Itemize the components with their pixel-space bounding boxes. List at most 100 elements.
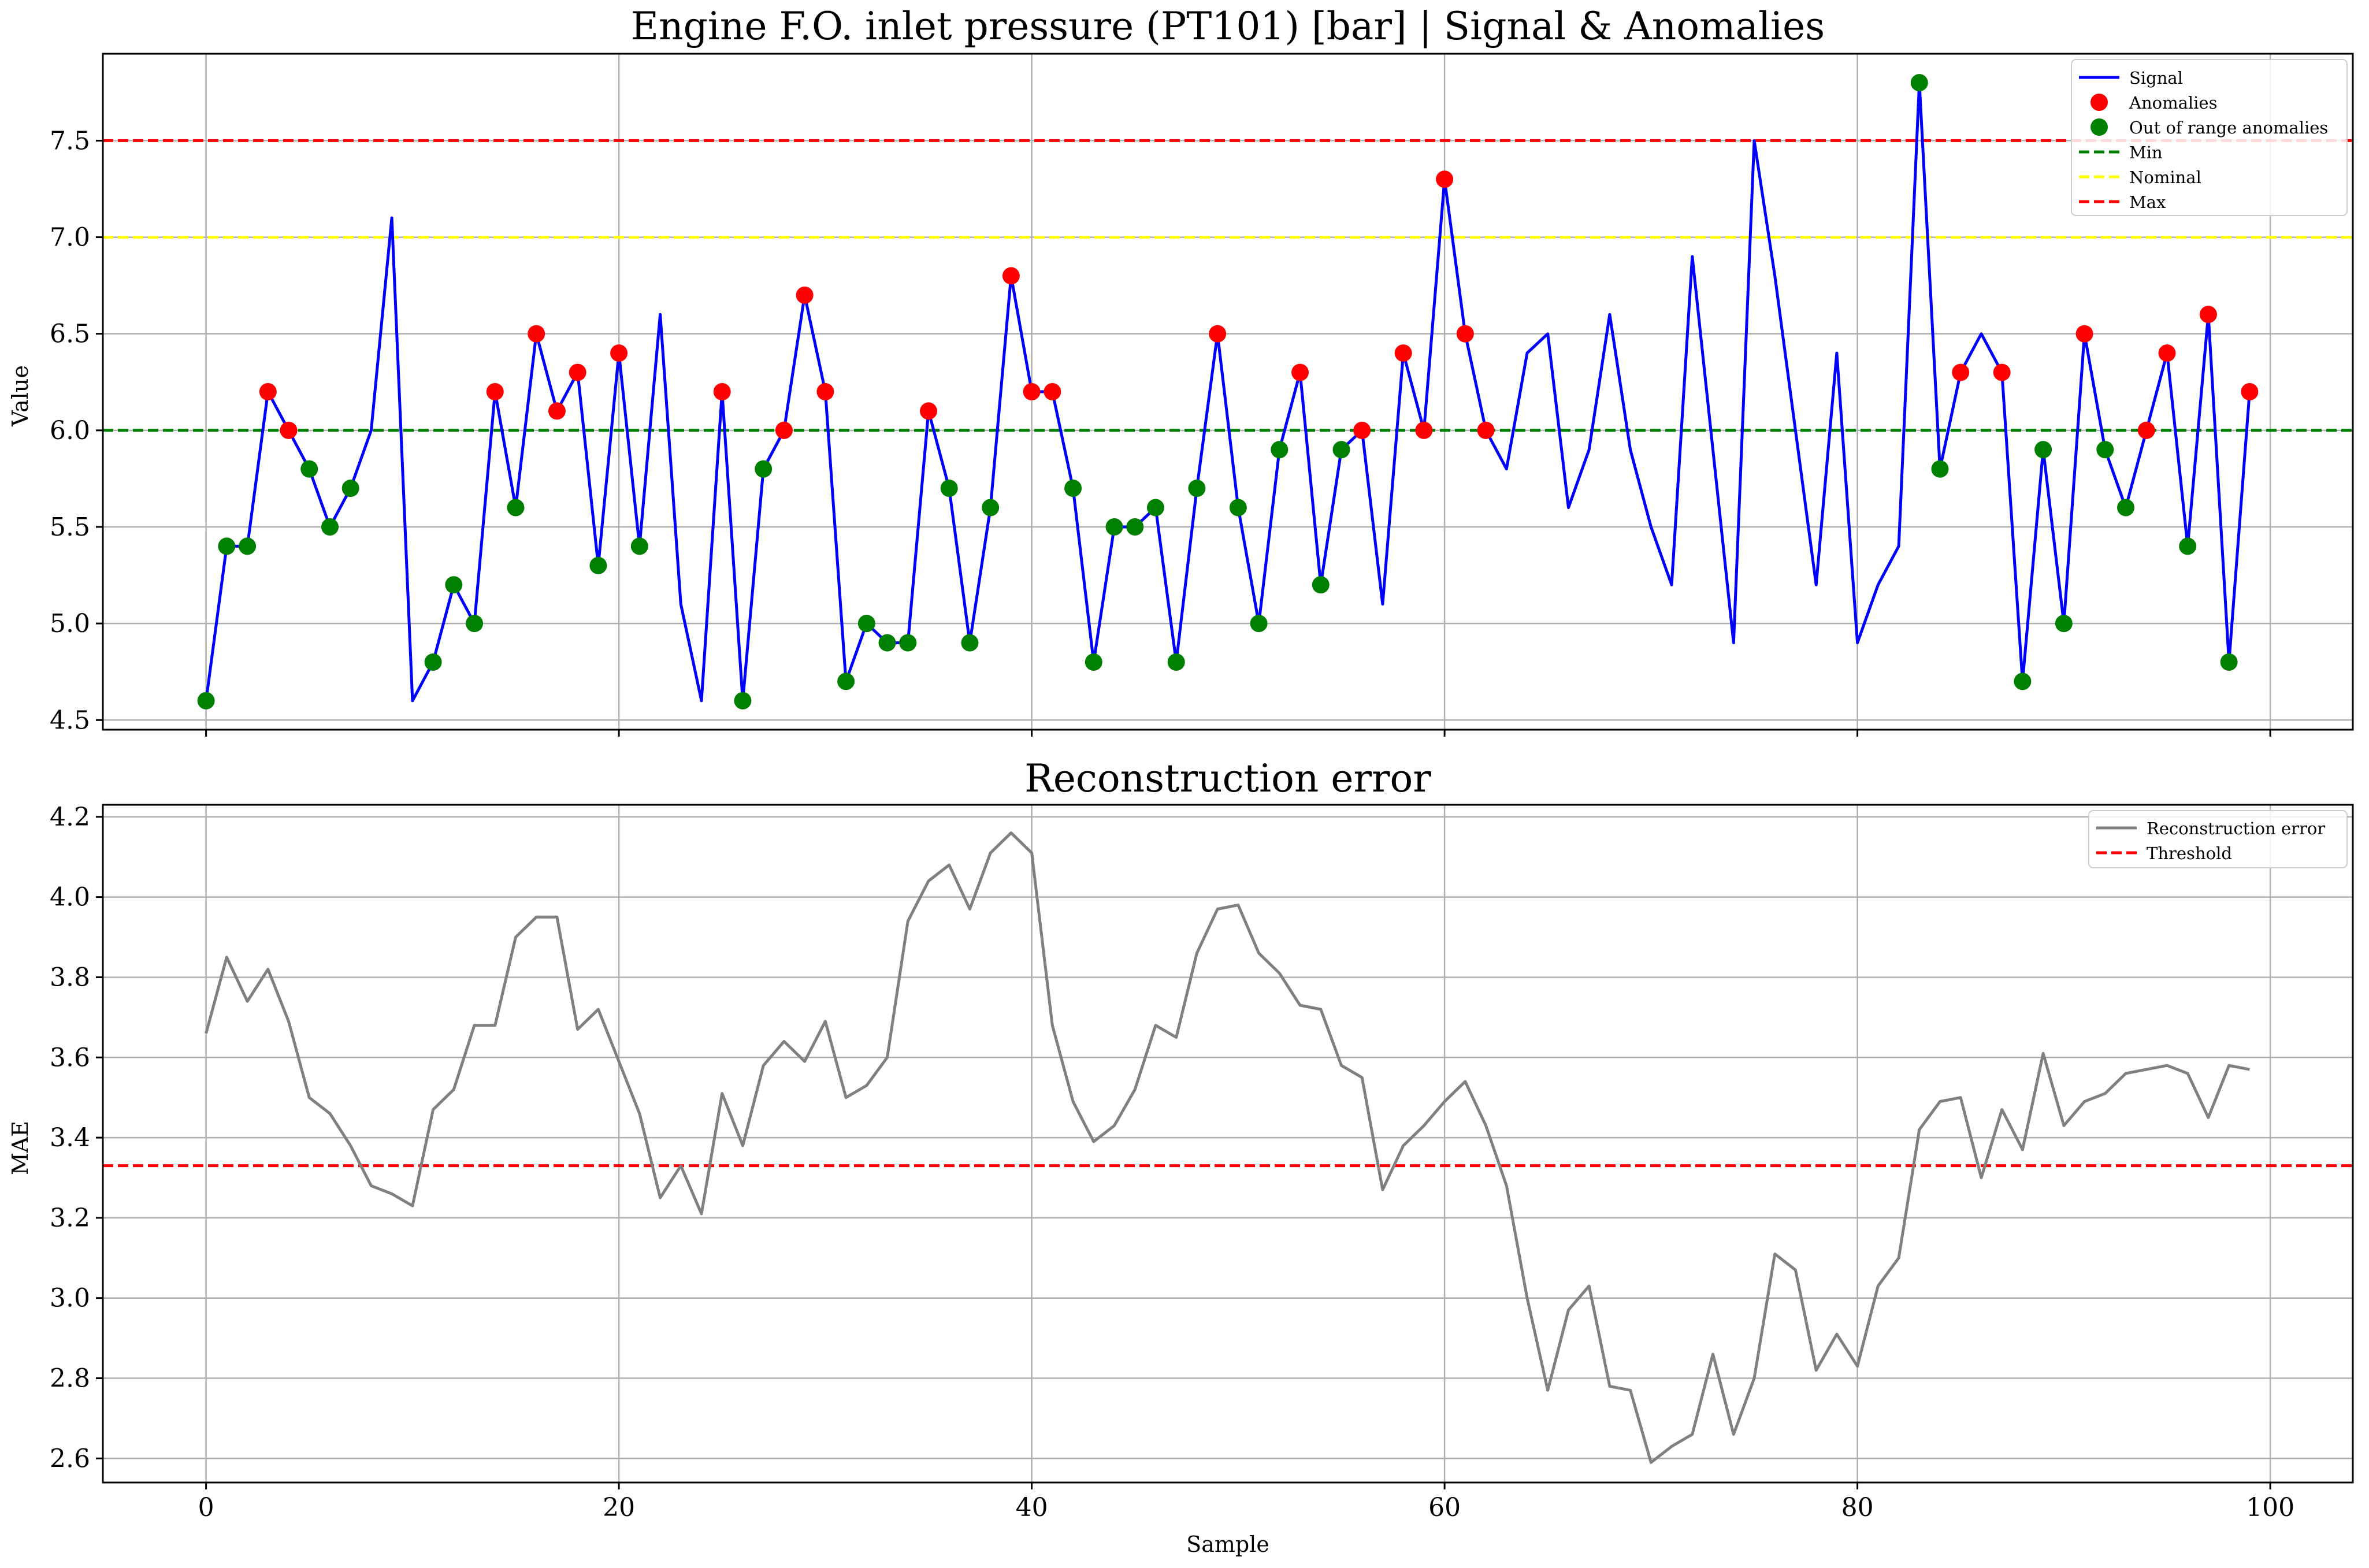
legend-nominal-label: Nominal [2129,168,2201,187]
error-panel: Reconstruction error MAE 0 20 40 60 80 100 2.6… [8,756,2354,1557]
out-of-range-anomaly-point [734,692,752,709]
y-tick-label: 3.6 [50,1043,90,1072]
error-grid [103,805,2353,1482]
error-plot-area [103,805,2353,1482]
out-of-range-anomaly-point [755,460,773,478]
anomaly-point [2137,421,2155,439]
legend-anomalies-label: Anomalies [2129,93,2217,113]
anomaly-point [1993,363,2011,381]
out-of-range-anomaly-point [589,556,607,574]
legend-reconstruction-error-label: Reconstruction error [2147,819,2325,838]
out-of-range-anomaly-point [940,480,958,497]
out-of-range-anomaly-point [424,653,442,671]
out-of-range-anomaly-point [1126,518,1144,536]
y-tick-label: 4.5 [50,705,90,735]
signal-line [205,81,2251,703]
anomaly-point [1291,363,1309,381]
anomaly-point [528,325,545,343]
signal-chart-title: Engine F.O. inlet pressure (PT101) [bar]… [631,4,1825,49]
out-of-range-anomaly-point [197,692,215,709]
anomaly-point [280,421,298,439]
anomaly-point [2241,383,2259,400]
error-series [205,831,2250,1464]
legend-anomalies-swatch [2090,94,2108,111]
anomaly-point [775,421,793,439]
anomaly-point [1456,325,1474,343]
legend-out-of-range-swatch [2090,118,2108,136]
out-of-range-anomaly-point [1188,480,1206,497]
out-of-range-anomaly-point [1064,480,1082,497]
error-axis-ticks: 0 20 40 60 80 100 2.6 2.8 3.0 3.2 3.4 3.6 3.8 4.0 4.2 [50,802,2294,1522]
anomaly-point [1477,421,1495,439]
error-legend-box [2088,810,2348,868]
out-of-range-anomaly-point [218,537,236,555]
anomaly-point [1023,383,1041,400]
y-tick-label: 3.2 [50,1203,90,1233]
out-of-range-anomaly-point [1931,460,1949,478]
reconstruction-error-line [205,831,2250,1464]
anomaly-point [2158,344,2176,362]
y-tick-label: 3.8 [50,963,90,992]
out-of-range-anomaly-point [630,537,648,555]
y-tick-label: 6.0 [50,416,90,445]
error-chart-title: Reconstruction error [1024,756,1431,801]
signal-series [205,81,2251,703]
out-of-range-anomaly-point [982,499,1000,517]
anomaly-point [919,402,937,420]
signal-legend-box [2071,59,2348,216]
out-of-range-anomaly-point [507,499,525,517]
out-of-range-anomaly-point [466,615,484,633]
anomaly-point [1044,383,1061,400]
out-of-range-anomaly-point [1910,74,1928,92]
out-of-range-anomaly-point [1085,653,1102,671]
anomaly-point [1952,363,1970,381]
signal-plot-frame [102,53,2354,731]
anomaly-point [1436,170,1454,188]
anomaly-point [486,383,504,400]
legend-max-label: Max [2129,192,2166,212]
out-of-range-anomaly-point [837,672,855,690]
anomaly-point [1002,267,1020,285]
out-of-range-anomaly-point [341,480,359,497]
out-of-range-anomaly-point [2220,653,2238,671]
x-tick-label: 0 [198,1493,214,1522]
y-tick-label: 5.5 [50,512,90,542]
x-tick-label: 60 [1428,1493,1461,1522]
y-tick-label: 2.8 [50,1364,90,1394]
anomaly-point [713,383,731,400]
out-of-range-anomaly-point [239,537,257,555]
out-of-range-anomaly-point [2117,499,2135,517]
x-axis-label: Sample [1186,1532,1269,1557]
out-of-range-anomaly-point [961,634,979,652]
out-of-range-anomaly-point [445,576,463,594]
y-tick-label: 7.0 [50,223,90,252]
y-tick-label: 4.0 [50,883,90,912]
error-y-axis-label: MAE [8,1121,33,1175]
signal-legend: Signal Anomalies Out of range anomalies … [2071,59,2348,216]
legend-out-of-range-label: Out of range anomalies [2129,118,2328,138]
out-of-range-anomaly-point [2055,615,2073,633]
signal-plot-area [103,54,2353,730]
signal-anomaly-markers [197,74,2259,709]
out-of-range-anomaly-point [2179,537,2197,555]
anomaly-point [1209,325,1227,343]
out-of-range-anomaly-point [300,460,318,478]
x-tick-label: 20 [603,1493,635,1522]
out-of-range-anomaly-point [1167,653,1185,671]
out-of-range-anomaly-point [857,615,875,633]
out-of-range-anomaly-point [1229,499,1247,517]
y-tick-label: 5.0 [50,609,90,638]
anomaly-point [259,383,277,400]
legend-threshold-label: Threshold [2147,844,2232,863]
y-tick-label: 2.6 [50,1444,90,1473]
signal-y-axis-label: Value [8,365,33,427]
out-of-range-anomaly-point [878,634,896,652]
out-of-range-anomaly-point [1332,441,1350,459]
anomaly-point [1415,421,1433,439]
y-tick-label: 7.5 [50,126,90,155]
x-tick-label: 80 [1841,1493,1874,1522]
x-tick-label: 100 [2246,1493,2294,1522]
y-tick-label: 4.2 [50,802,90,832]
anomaly-point [2199,306,2217,324]
